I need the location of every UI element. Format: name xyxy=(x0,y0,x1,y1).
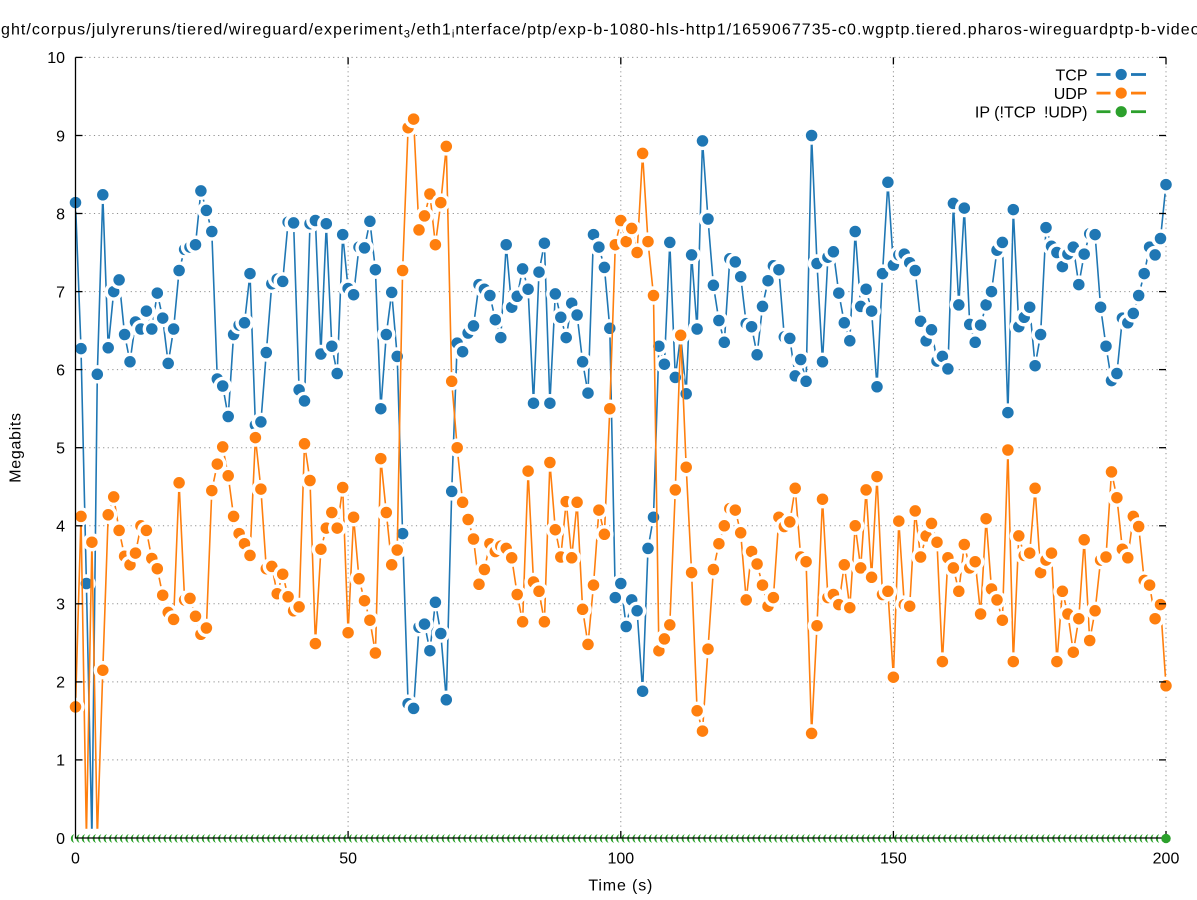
svg-text:0: 0 xyxy=(56,831,65,848)
svg-text:Megabits: Megabits xyxy=(8,412,25,483)
svg-text:UDP: UDP xyxy=(1054,86,1088,103)
svg-text:Time (s): Time (s) xyxy=(588,878,653,895)
svg-text:6: 6 xyxy=(56,362,65,379)
svg-text:8: 8 xyxy=(56,206,65,223)
svg-text:ght/corpus/julyreruns/tiered/w: ght/corpus/julyreruns/tiered/wireguard/e… xyxy=(1,21,1197,40)
svg-text:100: 100 xyxy=(607,851,634,868)
svg-text:9: 9 xyxy=(56,128,65,145)
svg-text:10: 10 xyxy=(47,50,65,67)
svg-text:0: 0 xyxy=(71,851,80,868)
svg-text:50: 50 xyxy=(339,851,357,868)
svg-text:TCP: TCP xyxy=(1056,67,1088,84)
svg-text:2: 2 xyxy=(56,675,65,692)
svg-text:1: 1 xyxy=(56,753,65,770)
svg-text:7: 7 xyxy=(56,284,65,301)
svg-text:200: 200 xyxy=(1153,851,1180,868)
svg-text:4: 4 xyxy=(56,519,65,536)
svg-text:3: 3 xyxy=(56,597,65,614)
svg-text:150: 150 xyxy=(880,851,907,868)
svg-text:IP (!TCP !UDP): IP (!TCP !UDP) xyxy=(975,105,1088,122)
svg-text:5: 5 xyxy=(56,441,65,458)
